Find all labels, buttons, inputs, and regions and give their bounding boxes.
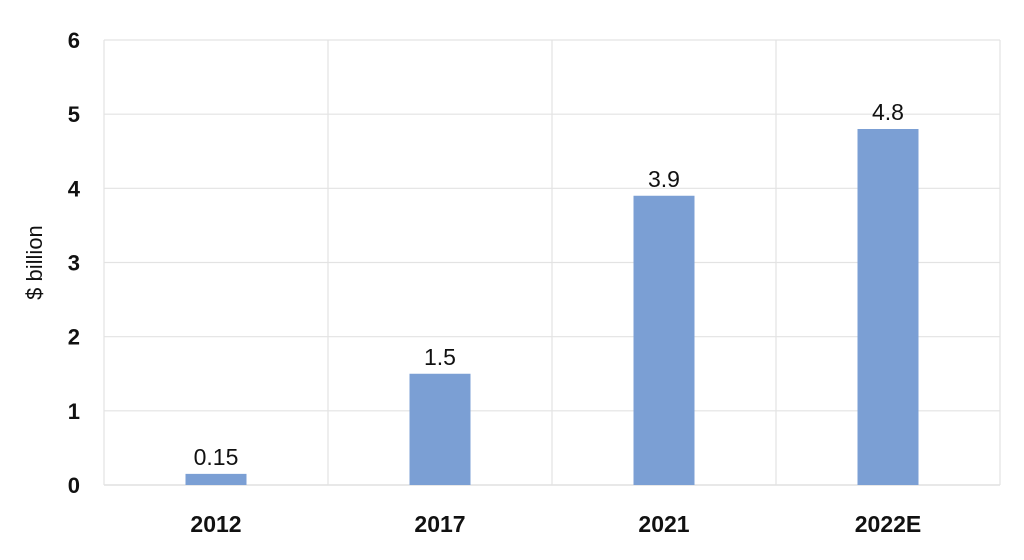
- x-tick-label: 2021: [638, 511, 689, 537]
- y-axis-title: $ billion: [22, 225, 47, 300]
- x-tick-label: 2022E: [855, 511, 922, 537]
- data-label: 0.15: [194, 444, 239, 470]
- data-label: 4.8: [872, 99, 904, 125]
- data-label: 3.9: [648, 166, 680, 192]
- labels: 0 1 2 3 4 5 6 0.15 2012 1.5 2017 3.9 2021 4.8 2022E: [68, 28, 922, 537]
- bar: [185, 473, 247, 485]
- y-tick-label: 5: [68, 102, 80, 127]
- y-tick-label: 6: [68, 28, 80, 53]
- y-tick-label: 2: [68, 325, 80, 350]
- y-tick-label: 3: [68, 251, 80, 276]
- bars: [185, 129, 919, 485]
- x-tick-label: 2012: [190, 511, 241, 537]
- grid: [103, 39, 1001, 486]
- y-tick-label: 1: [68, 399, 80, 424]
- data-label: 1.5: [424, 344, 456, 370]
- y-tick-label: 4: [68, 176, 81, 201]
- x-tick-label: 2017: [414, 511, 465, 537]
- bar: [857, 129, 919, 485]
- bar: [409, 373, 471, 485]
- bar: [633, 195, 695, 485]
- y-tick-label: 0: [68, 473, 80, 498]
